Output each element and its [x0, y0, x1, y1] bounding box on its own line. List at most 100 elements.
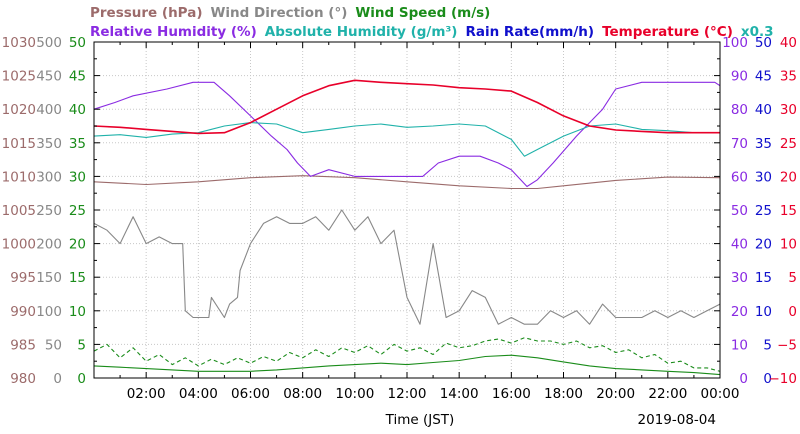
relative-humidity-tick-label: 10 — [731, 337, 748, 353]
grid — [94, 42, 720, 378]
x-tick-label: 08:00 — [283, 386, 322, 402]
wind-direction-tick-label: 100 — [36, 304, 62, 320]
wind-speed-tick-label: 45 — [69, 69, 86, 85]
legend-entry: Wind Direction (°) — [211, 5, 348, 21]
rain-rate-tick-label: 35 — [755, 136, 772, 152]
rain-rate-tick-label: 0 — [763, 371, 772, 387]
wind-speed-tick-label: 0 — [77, 371, 86, 387]
temperature-tick-label: 15 — [780, 203, 797, 219]
wind-speed-tick-label: 20 — [69, 237, 86, 253]
temperature-tick-label: −10 — [769, 371, 798, 387]
relative-humidity-tick-label: 30 — [731, 270, 748, 286]
relative-humidity-tick-label: 90 — [731, 69, 748, 85]
rain-rate-tick-label: 15 — [755, 270, 772, 286]
rain-rate-tick-label: 10 — [755, 304, 772, 320]
relative-humidity-tick-label: 70 — [731, 136, 748, 152]
legend-entry: Relative Humidity (%) — [90, 24, 257, 40]
series-wind-direction — [93, 209, 721, 325]
temperature-tick-label: 0 — [788, 304, 797, 320]
rain-rate-tick-label: 30 — [755, 169, 772, 185]
wind-speed-tick-label: 30 — [69, 169, 86, 185]
pressure-tick-label: 995 — [10, 270, 36, 286]
legend-entry: Absolute Humidity (g/m³) — [265, 24, 458, 40]
right-axes: 1009080706050403020100504540353025201510… — [722, 35, 797, 387]
temperature-tick-label: 25 — [780, 136, 797, 152]
x-tick-label: 06:00 — [231, 386, 270, 402]
x-tick-label: 22:00 — [648, 386, 687, 402]
wind-direction-tick-label: 300 — [36, 169, 62, 185]
pressure-tick-label: 1030 — [2, 35, 36, 51]
rain-rate-tick-label: 50 — [755, 35, 772, 51]
rain-rate-tick-label: 20 — [755, 237, 772, 253]
wind-speed-tick-label: 50 — [69, 35, 86, 51]
wind-speed-tick-label: 5 — [77, 337, 86, 353]
x-tick-label: 20:00 — [596, 386, 635, 402]
series-wind-speed-gust — [93, 337, 721, 372]
series-absolute-humidity-0-3 — [93, 122, 720, 157]
temperature-tick-label: −5 — [777, 337, 797, 353]
series-wind-speed-avg — [93, 354, 721, 376]
wind-direction-tick-label: 400 — [36, 102, 62, 118]
wind-speed-tick-label: 10 — [69, 304, 86, 320]
wind-direction-tick-label: 500 — [36, 35, 62, 51]
legend-row: Pressure (hPa) Wind Direction (°) Wind Spe… — [90, 5, 490, 21]
legend: Pressure (hPa) Wind Direction (°) Wind Spe… — [90, 5, 774, 40]
x-axis: 02:00 04:00 06:00 08:00 10:00 12:00 14:00 16:00… — [127, 386, 740, 428]
temperature-tick-label: 20 — [780, 169, 797, 185]
legend-entry: Rain Rate(mm/h) — [465, 24, 594, 40]
pressure-tick-label: 985 — [10, 337, 36, 353]
wind-direction-tick-label: 250 — [36, 203, 62, 219]
series-relative-humidity — [93, 81, 721, 188]
legend-entry: Wind Speed (m/s) — [355, 5, 490, 21]
relative-humidity-tick-label: 50 — [731, 203, 748, 219]
pressure-tick-label: 1020 — [2, 102, 36, 118]
wind-speed-tick-label: 15 — [69, 270, 86, 286]
pressure-tick-label: 1010 — [2, 169, 36, 185]
temperature-tick-label: 40 — [780, 35, 797, 51]
pressure-tick-label: 1015 — [2, 136, 36, 152]
x-tick-label: 14:00 — [440, 386, 479, 402]
pressure-tick-label: 1005 — [2, 203, 36, 219]
relative-humidity-tick-label: 100 — [722, 35, 748, 51]
date-label: 2019-08-04 — [638, 412, 716, 428]
x-tick-label: 02:00 — [127, 386, 166, 402]
relative-humidity-tick-label: 0 — [739, 371, 748, 387]
rain-rate-tick-label: 40 — [755, 102, 772, 118]
series-pressure — [93, 175, 721, 190]
x-tick-label: 16:00 — [492, 386, 531, 402]
legend-entry: Pressure (hPa) — [90, 5, 203, 21]
x-tick-label: 12:00 — [388, 386, 427, 402]
left-axes: 1030102510201015101010051000995990985980… — [2, 35, 86, 387]
rain-rate-tick-label: 5 — [763, 337, 772, 353]
wind-direction-tick-label: 200 — [36, 237, 62, 253]
x-tick-label: 00:00 — [701, 386, 740, 402]
wind-speed-tick-label: 40 — [69, 102, 86, 118]
pressure-tick-label: 1000 — [2, 237, 36, 253]
ticks — [93, 41, 721, 379]
wind-direction-tick-label: 0 — [53, 371, 62, 387]
x-tick-label: 10:00 — [335, 386, 374, 402]
x-tick-label: 04:00 — [179, 386, 218, 402]
pressure-tick-label: 980 — [10, 371, 36, 387]
temperature-tick-label: 30 — [780, 102, 797, 118]
x-axis-title: Time (JST) — [385, 412, 455, 428]
wind-direction-tick-label: 50 — [45, 337, 62, 353]
rain-rate-tick-label: 45 — [755, 69, 772, 85]
wind-direction-tick-label: 450 — [36, 69, 62, 85]
wind-speed-tick-label: 35 — [69, 136, 86, 152]
legend-entry: Temperature (°C) — [602, 24, 733, 40]
temperature-tick-label: 10 — [780, 237, 797, 253]
legend-entry: x0.3 — [741, 24, 774, 40]
pressure-tick-label: 990 — [10, 304, 36, 320]
pressure-tick-label: 1025 — [2, 69, 36, 85]
relative-humidity-tick-label: 80 — [731, 102, 748, 118]
relative-humidity-tick-label: 60 — [731, 169, 748, 185]
wind-speed-tick-label: 25 — [69, 203, 86, 219]
wind-direction-tick-label: 350 — [36, 136, 62, 152]
temperature-tick-label: 35 — [780, 69, 797, 85]
rain-rate-tick-label: 25 — [755, 203, 772, 219]
relative-humidity-tick-label: 40 — [731, 237, 748, 253]
wind-direction-tick-label: 150 — [36, 270, 62, 286]
